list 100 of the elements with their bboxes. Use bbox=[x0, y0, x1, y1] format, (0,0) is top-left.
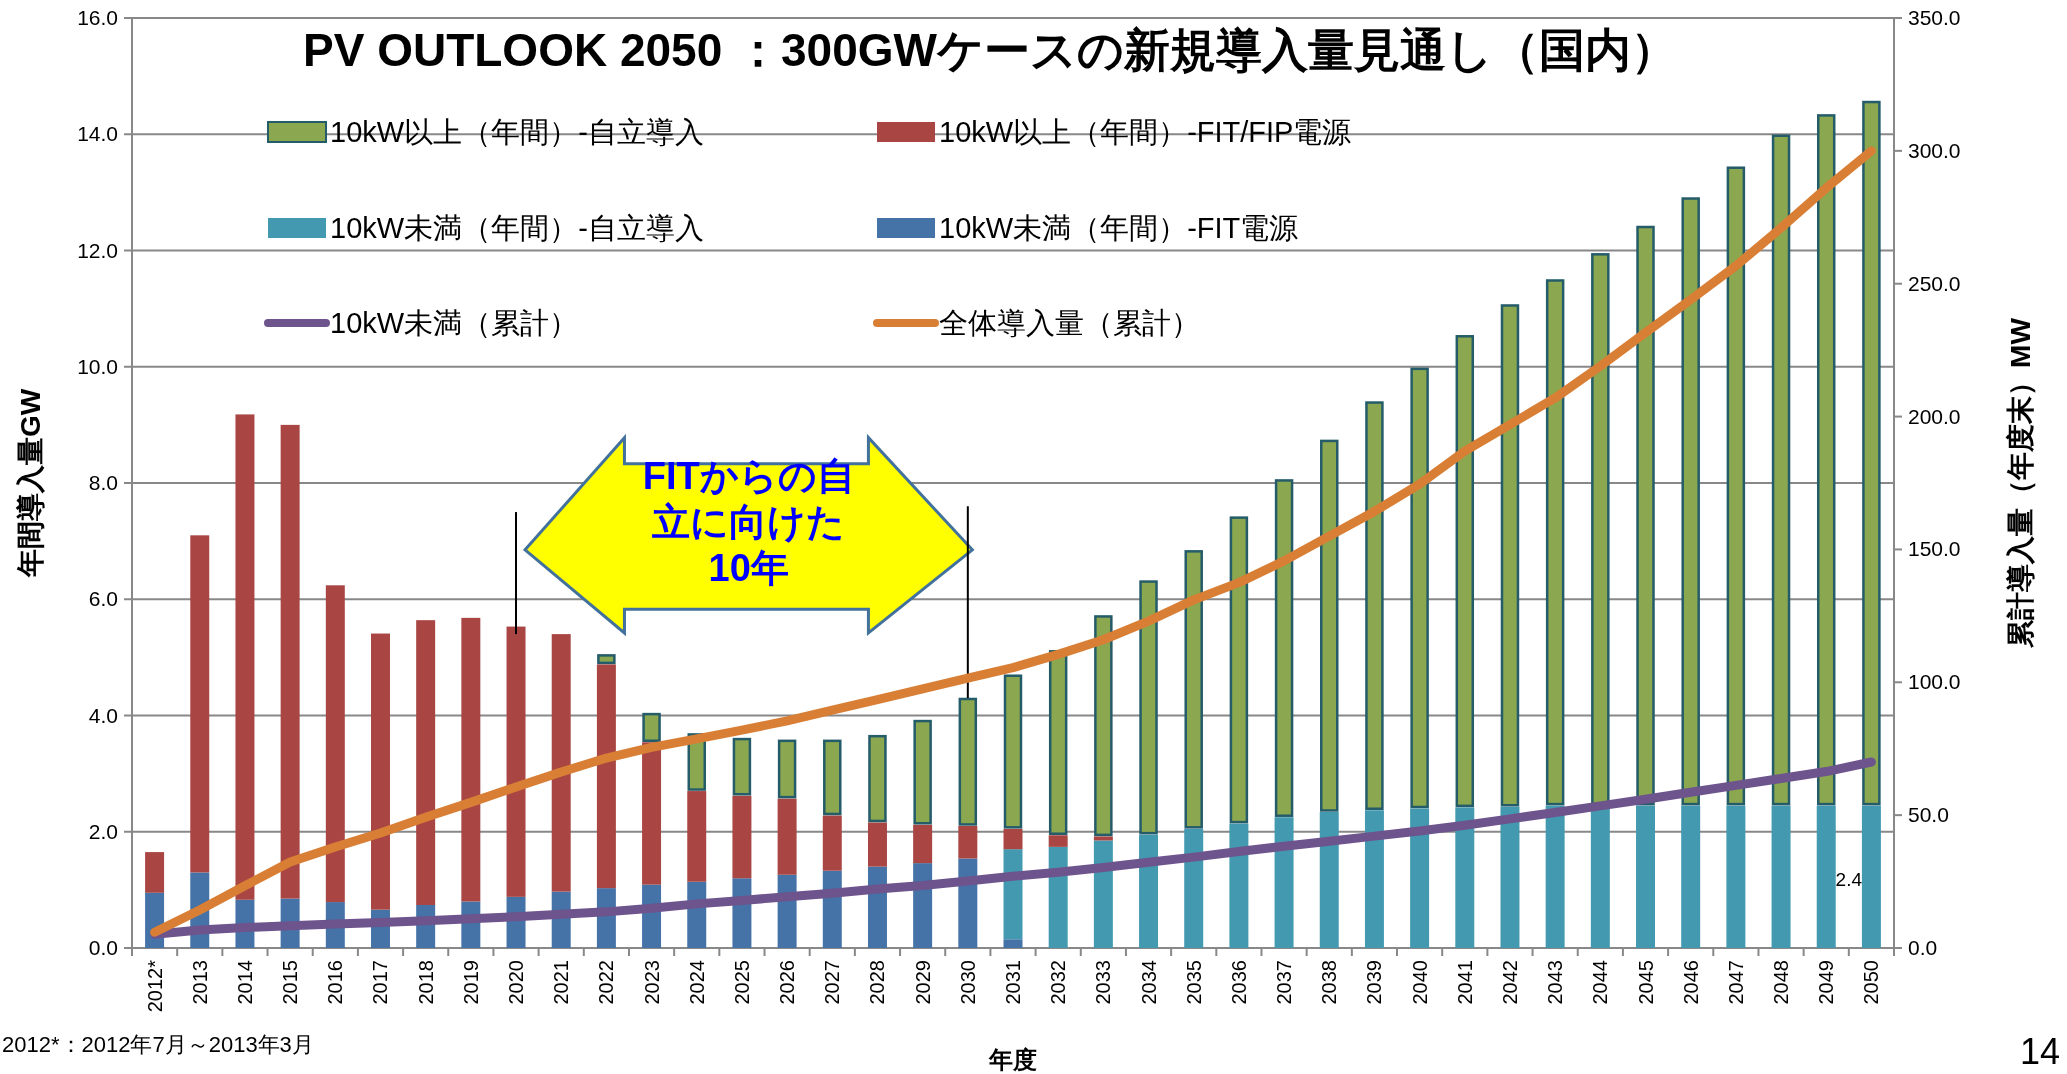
bar bbox=[1274, 817, 1294, 948]
y2-tick-label: 200.0 bbox=[1908, 404, 1961, 428]
y2-tick-label: 150.0 bbox=[1908, 537, 1961, 561]
bar bbox=[1093, 836, 1113, 841]
x-tick-label: 2042 bbox=[1498, 960, 1521, 1005]
bar bbox=[1681, 197, 1700, 806]
x-tick-label: 2049 bbox=[1815, 960, 1838, 1005]
y-tick-label: 0.0 bbox=[88, 936, 118, 959]
x-tick-label: 2022 bbox=[595, 960, 618, 1005]
x-tick-label: 2031 bbox=[1002, 960, 1024, 1005]
y2-axis-title: 累計導入量（年度末）MW bbox=[2005, 317, 2036, 649]
y-tick-label: 2.0 bbox=[88, 819, 118, 843]
x-tick-label: 2047 bbox=[1724, 960, 1747, 1005]
bar bbox=[1229, 823, 1249, 948]
y2-tick-label: 50.0 bbox=[1908, 803, 1949, 827]
bar bbox=[1093, 840, 1113, 948]
y-tick-label: 12.0 bbox=[77, 238, 118, 262]
bar bbox=[551, 634, 571, 892]
bar bbox=[732, 795, 752, 879]
bar bbox=[1410, 367, 1429, 809]
y2-tick-label: 0.0 bbox=[1908, 936, 1938, 959]
x-tick-label: 2019 bbox=[459, 960, 482, 1005]
y2-tick-label: 250.0 bbox=[1908, 271, 1961, 295]
bar bbox=[1319, 811, 1339, 948]
bar bbox=[958, 697, 978, 826]
bar bbox=[1364, 810, 1384, 948]
bar bbox=[1861, 805, 1881, 948]
bar bbox=[1184, 828, 1204, 948]
x-tick-label: 2046 bbox=[1679, 960, 1702, 1005]
bar bbox=[1274, 479, 1294, 817]
bar bbox=[416, 620, 436, 905]
x-tick-label: 2032 bbox=[1047, 960, 1070, 1005]
bar bbox=[1636, 805, 1656, 948]
bar bbox=[1545, 279, 1565, 806]
bar bbox=[1500, 806, 1520, 948]
x-tick-label: 2027 bbox=[821, 960, 844, 1005]
x-tick-label: 2045 bbox=[1634, 960, 1657, 1005]
x-tick-label: 2050 bbox=[1860, 960, 1883, 1005]
bar bbox=[1500, 304, 1520, 807]
y-axis-title: 年間導入量GW bbox=[15, 388, 46, 579]
x-tick-label: 2018 bbox=[414, 960, 437, 1005]
bar bbox=[777, 798, 797, 875]
bar bbox=[913, 824, 933, 864]
bar bbox=[1771, 134, 1791, 806]
x-tick-label: 2023 bbox=[640, 960, 663, 1005]
bar bbox=[642, 742, 662, 885]
bar bbox=[1726, 166, 1746, 806]
bar bbox=[371, 633, 390, 910]
bar bbox=[1003, 939, 1023, 948]
bar bbox=[913, 719, 932, 825]
x-tick-label: 2044 bbox=[1589, 960, 1612, 1005]
bar bbox=[1726, 805, 1746, 948]
bar bbox=[1591, 253, 1610, 806]
bar bbox=[461, 617, 481, 902]
bar bbox=[597, 654, 616, 665]
bar bbox=[1139, 834, 1159, 948]
legend-label: 10kW以上（年間）-FIT/FIP電源 bbox=[939, 116, 1352, 148]
bar bbox=[1410, 808, 1430, 948]
x-tick-label: 2015 bbox=[279, 960, 302, 1005]
y2-tick-label: 300.0 bbox=[1908, 138, 1961, 162]
x-tick-label: 2038 bbox=[1318, 960, 1341, 1005]
bar bbox=[596, 664, 616, 889]
bar bbox=[1003, 828, 1023, 850]
bar bbox=[1003, 674, 1023, 829]
bar bbox=[1229, 516, 1249, 824]
x-tick-label: 2028 bbox=[866, 960, 889, 1005]
bar bbox=[190, 535, 210, 873]
bar bbox=[1862, 100, 1881, 806]
bar bbox=[1048, 835, 1068, 847]
bar bbox=[777, 739, 797, 799]
x-tick-label: 2033 bbox=[1092, 960, 1115, 1005]
bar bbox=[280, 424, 300, 899]
x-tick-label: 2029 bbox=[911, 960, 934, 1005]
bar bbox=[1455, 807, 1475, 948]
bar bbox=[867, 822, 887, 867]
legend-label: 10kW未満（年間）-FIT電源 bbox=[939, 212, 1299, 244]
y2-tick-label: 350.0 bbox=[1908, 6, 1961, 29]
bar bbox=[732, 737, 752, 796]
bar bbox=[325, 585, 345, 903]
bar bbox=[1320, 439, 1339, 812]
bar bbox=[1816, 114, 1836, 806]
bar bbox=[1184, 550, 1203, 829]
bar bbox=[1094, 615, 1113, 837]
x-tick-label: 2025 bbox=[730, 960, 753, 1005]
bar bbox=[506, 626, 526, 897]
x-tick-label: 2043 bbox=[1544, 960, 1567, 1005]
bar bbox=[1681, 805, 1701, 948]
x-tick-label: 2030 bbox=[956, 960, 979, 1005]
x-tick-label: 2024 bbox=[685, 960, 708, 1005]
x-tick-label: 2013 bbox=[188, 960, 211, 1005]
bar bbox=[868, 734, 887, 823]
x-tick-label: 2048 bbox=[1770, 960, 1793, 1005]
bar bbox=[145, 852, 165, 893]
x-tick-label: 2020 bbox=[505, 960, 528, 1005]
bar bbox=[1365, 401, 1384, 810]
legend-label: 10kW未満（年間）-自立導入 bbox=[330, 212, 704, 244]
bar bbox=[1455, 335, 1475, 808]
y-tick-label: 4.0 bbox=[88, 703, 118, 727]
x-tick-label: 2039 bbox=[1363, 960, 1386, 1005]
x-tick-label: 2041 bbox=[1453, 960, 1476, 1005]
